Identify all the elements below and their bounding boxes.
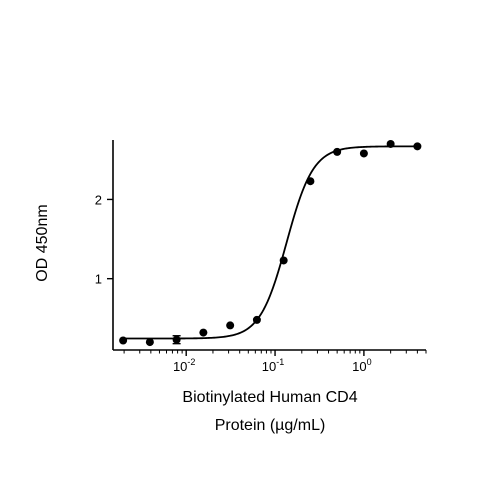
y-axis-label: OD 450nm [34, 204, 51, 281]
x-axis-label-line-1: Biotinylated Human CD4 [182, 389, 357, 406]
y-ticks: 12 [95, 192, 113, 287]
x-axis-label-line-2: Protein (µg/mL) [215, 417, 326, 434]
x-tick-label: 10-2 [173, 357, 195, 374]
y-tick-label: 1 [95, 272, 102, 287]
x-tick-label: 10-1 [262, 357, 284, 374]
data-point [199, 328, 208, 337]
data-point [306, 177, 315, 186]
x-ticks: 10-2 10-1 100 [123, 350, 427, 374]
fit-curve [123, 145, 418, 340]
data-point [119, 336, 128, 345]
data-point [172, 335, 181, 344]
data-point [413, 142, 422, 151]
axes [112, 140, 426, 351]
data-point [226, 321, 235, 330]
data-points [119, 139, 422, 347]
data-point [279, 256, 288, 265]
data-point [359, 149, 368, 158]
x-tick-label: 100 [352, 357, 371, 374]
data-point [333, 147, 342, 156]
data-point [252, 315, 261, 324]
data-point [386, 139, 395, 148]
data-point [145, 338, 154, 347]
y-tick-label: 2 [95, 192, 102, 207]
